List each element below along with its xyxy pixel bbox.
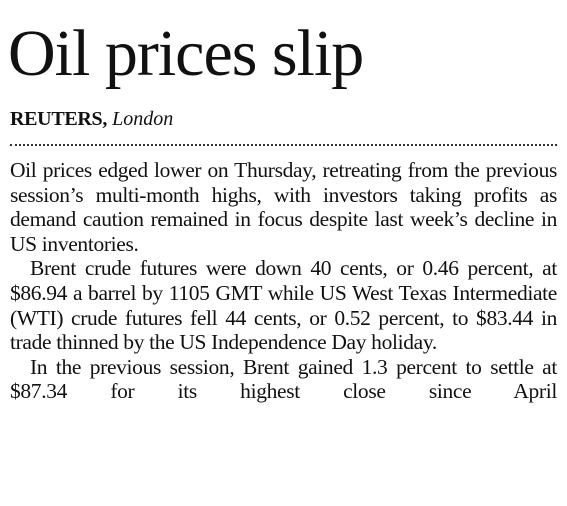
paragraph: Brent crude futures were down 40 cents, … (10, 256, 557, 355)
article-body: Oil prices edged lower on Thursday, retr… (10, 158, 557, 404)
agency: REUTERS, (10, 108, 108, 130)
paragraph: In the previous session, Brent gained 1.… (10, 354, 557, 404)
location: London (112, 108, 174, 130)
headline: Oil prices slip (8, 17, 364, 90)
byline: REUTERS, London (10, 106, 173, 132)
dotted-rule (10, 144, 557, 146)
paragraph: Oil prices edged lower on Thursday, retr… (10, 158, 557, 256)
